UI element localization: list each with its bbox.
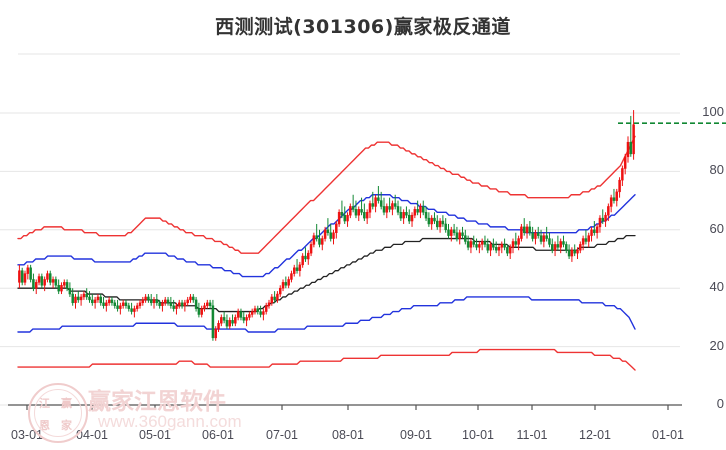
channel-bands: [17, 135, 636, 371]
page-title: 西测测试(301306)赢家极反通道: [215, 16, 511, 38]
y-tick-label: 0: [716, 396, 724, 411]
x-tick-label: 09-01: [400, 428, 432, 442]
y-tick-label: 100: [702, 104, 724, 119]
y-tick-label: 60: [709, 220, 724, 236]
x-tick-label: 04-01: [76, 428, 108, 442]
axis-lines: [8, 404, 682, 410]
y-tick-label: 20: [709, 337, 724, 353]
x-tick-label: 06-01: [202, 428, 234, 442]
candlestick-series: [18, 110, 635, 341]
y-tick-label: 80: [709, 162, 724, 178]
x-tick-label: 11-01: [516, 428, 548, 442]
x-tick-label: 07-01: [266, 428, 298, 442]
y-tick-label: 40: [709, 279, 724, 295]
x-tick-label: 05-01: [139, 428, 171, 442]
x-tick-label: 03-01: [11, 428, 43, 442]
x-tick-label: 01-01: [652, 428, 684, 442]
x-tick-label: 10-01: [462, 428, 494, 442]
x-tick-label: 08-01: [332, 428, 364, 442]
x-tick-label: 12-01: [579, 428, 611, 442]
grid-lines: [0, 53, 680, 406]
chart-plot-area: [0, 50, 726, 410]
chart-svg: [0, 53, 726, 410]
